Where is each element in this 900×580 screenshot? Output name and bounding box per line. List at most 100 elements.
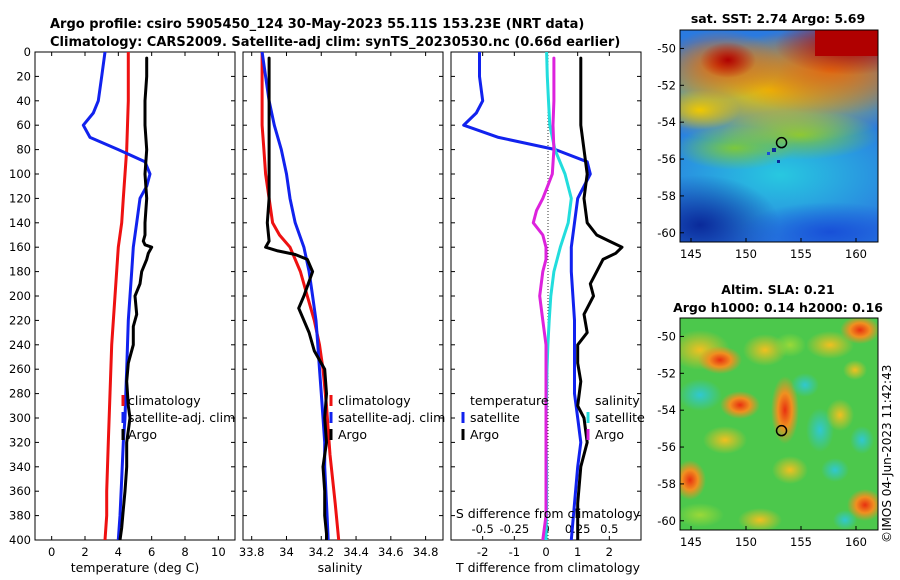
series-line-satellite-adj-clim xyxy=(81,52,152,540)
longitude-tick-label: 160 xyxy=(845,247,867,261)
depth-tick-label: 160 xyxy=(9,240,31,254)
figure-title-line1: Argo profile: csiro 5905450_124 30-May-2… xyxy=(50,17,584,32)
legend-label-argo: Argo xyxy=(338,427,367,442)
latitude-tick-label: -58 xyxy=(657,189,676,203)
temperature-diff-xlabel: T difference from climatology xyxy=(455,560,641,575)
figure-title-line2: Climatology: CARS2009. Satellite-adj cli… xyxy=(50,35,620,50)
xtick-label: -2 xyxy=(477,545,488,559)
imos-timestamp: ©IMOS 04-Jun-2023 11:42:43 xyxy=(880,365,894,543)
xtick-label: 33.8 xyxy=(239,545,265,559)
legend-label-temp-satellite: satellite xyxy=(470,410,520,425)
longitude-tick-label: 160 xyxy=(845,535,867,549)
xtick-label: 0 xyxy=(542,545,549,559)
xtick-label: 34.8 xyxy=(413,545,439,559)
depth-tick-label: 260 xyxy=(9,362,31,376)
xtick-label: 34.6 xyxy=(378,545,404,559)
legend-label-argo: Argo xyxy=(128,427,157,442)
legend-label-satellite: satellite-adj. clim xyxy=(338,410,445,425)
sst-field xyxy=(680,30,878,242)
latitude-tick-label: -58 xyxy=(657,477,676,491)
depth-tick-label: 180 xyxy=(9,265,31,279)
depth-tick-label: 40 xyxy=(16,94,31,108)
depth-tick-label: 360 xyxy=(9,484,31,498)
series-line-salinity-argo xyxy=(531,56,556,540)
depth-tick-label: 220 xyxy=(9,313,31,327)
sla-field xyxy=(680,318,878,530)
xtick-label: 8 xyxy=(181,545,188,559)
sst-map-frame xyxy=(679,29,879,243)
longitude-tick-label: 145 xyxy=(680,247,702,261)
xtick-label: -1 xyxy=(509,545,520,559)
sla-map: Altim. SLA: 0.21 Argo h1000: 0.14 h2000:… xyxy=(657,282,883,549)
depth-tick-label: 120 xyxy=(9,191,31,205)
xtick-label: 34.4 xyxy=(343,545,369,559)
longitude-tick-label: 150 xyxy=(735,247,757,261)
salinity-legend: climatology satellite-adj. clim Argo xyxy=(329,393,445,442)
argo-position-marker xyxy=(775,424,788,437)
salinity-panel: 33.8 34 34.2 34.4 34.6 34.8 climatology satel… xyxy=(239,51,445,575)
longitude-tick-label: 155 xyxy=(790,535,812,549)
xtick-label: 34.2 xyxy=(308,545,334,559)
sst-map-title: sat. SST: 2.74 Argo: 5.69 xyxy=(691,11,865,26)
salinity-xlabel: salinity xyxy=(318,560,363,575)
legend-label-sal-argo: Argo xyxy=(595,427,624,442)
sla-map-title-line2: Argo h1000: 0.14 h2000: 0.16 xyxy=(673,300,883,315)
depth-tick-label: 340 xyxy=(9,460,31,474)
legend-title-temperature: temperature xyxy=(470,393,549,408)
latitude-tick-label: -52 xyxy=(657,78,676,92)
depth-tick-label: 100 xyxy=(9,167,31,181)
longitude-tick-label: 145 xyxy=(680,535,702,549)
legend-label-climatology: climatology xyxy=(338,393,411,408)
series-line-argo xyxy=(264,56,328,540)
depth-tick-label: 300 xyxy=(9,411,31,425)
latitude-tick-label: -54 xyxy=(657,403,676,417)
latitude-tick-label: -50 xyxy=(657,41,676,55)
depth-tick-label: 140 xyxy=(9,216,31,230)
xtick-label: 1 xyxy=(574,545,581,559)
legend-title-salinity: salinity xyxy=(595,393,640,408)
difference-legend: temperature satellite Argo salinity sate… xyxy=(461,393,645,442)
xtick-label: 4 xyxy=(115,545,122,559)
xtick-label: 0 xyxy=(48,545,55,559)
temperature-legend: climatology satellite-adj. clim Argo xyxy=(121,393,235,442)
series-line-temperature-satellite xyxy=(462,52,592,540)
xtick-label: 2 xyxy=(81,545,88,559)
xtick-label: 6 xyxy=(148,545,155,559)
legend-label-temp-argo: Argo xyxy=(470,427,499,442)
series-line-argo xyxy=(118,56,154,540)
legend-label-climatology: climatology xyxy=(128,393,201,408)
sla-map-title-line1: Altim. SLA: 0.21 xyxy=(721,282,834,297)
salinity-diff-tick-label: 0.5 xyxy=(600,522,618,536)
depth-tick-label: 80 xyxy=(16,143,31,157)
sst-map: sat. SST: 2.74 Argo: 5.69 145 150 155 160 -5… xyxy=(657,11,879,261)
depth-tick-label: 320 xyxy=(9,435,31,449)
sla-map-frame xyxy=(679,317,879,531)
depth-tick-label: 280 xyxy=(9,387,31,401)
series-line-temperature-argo xyxy=(576,56,624,540)
salinity-diff-tick-label: -0.5 xyxy=(471,522,493,536)
salinity-diff-top-label: S difference from climatology xyxy=(456,506,641,521)
xtick-label: 2 xyxy=(606,545,613,559)
longitude-tick-label: 155 xyxy=(790,247,812,261)
latitude-tick-label: -56 xyxy=(657,440,676,454)
latitude-tick-label: -54 xyxy=(657,115,676,129)
legend-label-sal-satellite: satellite xyxy=(595,410,645,425)
longitude-tick-label: 150 xyxy=(735,535,757,549)
depth-tick-label: 200 xyxy=(9,289,31,303)
argo-position-marker xyxy=(775,136,788,149)
depth-tick-label: 0 xyxy=(24,45,31,59)
difference-panel: -2 -1 0 1 2 -0.5 -0.25 0 0.25 0.5 temperature sa… xyxy=(450,51,645,575)
xtick-label: 34 xyxy=(279,545,294,559)
xtick-label: 10 xyxy=(211,545,226,559)
depth-tick-label: 20 xyxy=(16,69,31,83)
temperature-xlabel: temperature (deg C) xyxy=(71,560,200,575)
depth-tick-label: 60 xyxy=(16,118,31,132)
salinity-diff-tick-label: -0.25 xyxy=(499,522,529,536)
latitude-tick-label: -60 xyxy=(657,226,676,240)
depth-tick-label: 400 xyxy=(9,533,31,547)
legend-label-satellite: satellite-adj. clim xyxy=(128,410,235,425)
depth-tick-label: 240 xyxy=(9,338,31,352)
series-line-satellite-adj-clim xyxy=(260,52,330,540)
latitude-tick-label: -56 xyxy=(657,152,676,166)
